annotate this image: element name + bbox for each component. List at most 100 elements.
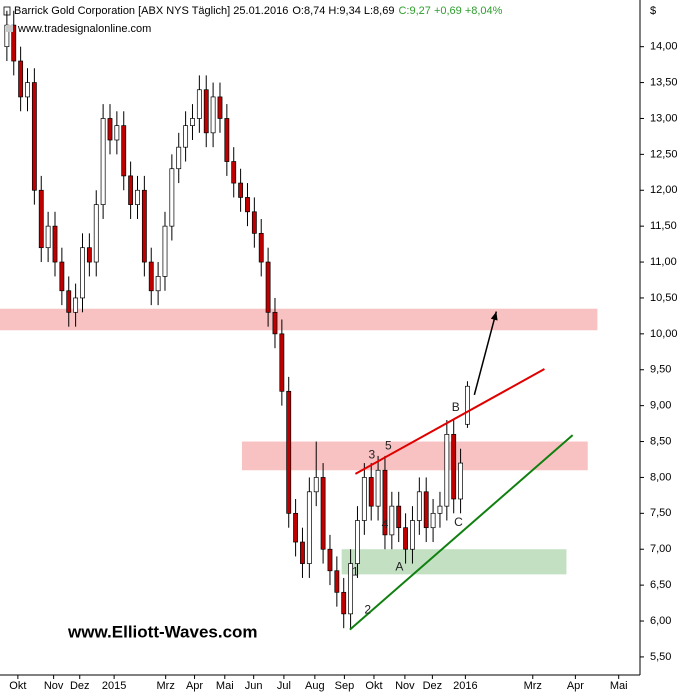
y-tick-label: 5,50 xyxy=(650,651,671,663)
candle-body xyxy=(11,24,17,62)
candle-body xyxy=(382,469,388,536)
watermark: www.Elliott-Waves.com xyxy=(67,622,258,641)
ohlc-label: O:8,74 H:9,34 L:8,69 xyxy=(292,5,394,17)
candle-body xyxy=(334,570,340,593)
wave-label: A xyxy=(395,559,403,573)
candle-body xyxy=(251,211,257,234)
candle-body xyxy=(190,118,195,126)
y-tick-label: 6,50 xyxy=(650,579,671,591)
candle-body xyxy=(128,175,134,205)
arrow-head xyxy=(490,311,498,321)
y-tick-label: 12,50 xyxy=(650,148,678,160)
candle-body xyxy=(38,189,44,249)
x-tick-label: Jul xyxy=(277,680,291,692)
candle-body xyxy=(258,232,264,263)
wave-label: B xyxy=(452,400,460,414)
change-label: C:9,27 +0,69 +8,04% xyxy=(398,5,502,17)
arrow xyxy=(473,311,498,396)
y-tick-label: 11,50 xyxy=(650,220,677,232)
candle-body xyxy=(107,118,113,141)
candle-body xyxy=(375,469,381,507)
y-tick-label: 11,00 xyxy=(650,256,677,268)
y-tick-label: 6,00 xyxy=(650,615,671,627)
candle-body xyxy=(73,297,79,313)
candle-body xyxy=(444,434,450,507)
zone xyxy=(241,441,588,471)
zones xyxy=(0,308,598,575)
x-tick-label: Mai xyxy=(216,680,234,692)
candle-body xyxy=(114,125,120,141)
candle-body xyxy=(121,125,127,177)
x-tick-label: Nov xyxy=(395,680,415,692)
candle-body xyxy=(52,225,58,263)
candle-body xyxy=(355,520,360,564)
candle-body xyxy=(306,491,312,564)
candle-body xyxy=(176,146,182,170)
candle-body xyxy=(451,434,457,500)
currency: $ xyxy=(650,5,656,17)
candle-body xyxy=(141,189,147,263)
y-tick-label: 13,00 xyxy=(650,112,678,124)
candle-body xyxy=(327,548,333,572)
x-tick-label: Nov xyxy=(44,680,64,692)
candle-body xyxy=(238,182,244,198)
overlays: 1 2 3 4 5 A B C xyxy=(349,311,574,631)
y-tick-label: 10,50 xyxy=(650,292,678,304)
candle-body xyxy=(93,204,99,263)
candle-body xyxy=(169,168,175,227)
candle-body xyxy=(66,290,72,313)
candle-body xyxy=(31,82,37,191)
x-tick-label: 2016 xyxy=(453,680,477,692)
candle-body xyxy=(155,276,161,292)
x-tick-label: Mrz xyxy=(157,680,175,692)
x-tick-label: Apr xyxy=(186,680,203,692)
y-tick-label: 7,50 xyxy=(650,507,671,519)
candle-body xyxy=(458,462,463,500)
wave-label: 3 xyxy=(369,447,376,461)
candle-body xyxy=(279,333,285,392)
candle-body xyxy=(80,247,85,299)
trend-line xyxy=(354,368,545,475)
y-tick-label: 9,00 xyxy=(650,400,671,412)
candle-body xyxy=(320,477,326,550)
wave-label: 2 xyxy=(364,602,371,616)
candle-body xyxy=(361,477,367,521)
grid xyxy=(17,46,644,679)
candle-body xyxy=(272,311,278,335)
candle-body xyxy=(348,563,354,615)
candle-body xyxy=(148,261,154,292)
y-tick-label: 12,00 xyxy=(650,184,678,196)
x-tick-label: Mrz xyxy=(524,680,542,692)
x-tick-label: Okt xyxy=(365,680,382,692)
x-tick-label: Okt xyxy=(9,680,26,692)
candle-body xyxy=(135,189,140,205)
y-tick-label: 14,00 xyxy=(650,41,678,53)
candle-body xyxy=(183,125,189,148)
chart-title: Barrick Gold Corporation [ABX NYS Täglic… xyxy=(14,5,288,17)
candle-body xyxy=(286,390,292,514)
y-tick-label: 9,50 xyxy=(650,364,671,376)
header-icon xyxy=(3,6,11,16)
wave-label: 5 xyxy=(385,439,392,453)
candle-body xyxy=(416,491,422,521)
candle-body xyxy=(437,505,443,514)
candle-body xyxy=(423,491,429,529)
candle-body xyxy=(231,161,237,184)
candle-body xyxy=(100,118,106,205)
candle-body xyxy=(59,261,65,292)
candle-body xyxy=(224,118,230,162)
y-tick-label: 8,00 xyxy=(650,471,671,483)
candle-body xyxy=(465,385,470,425)
candle-body xyxy=(196,89,202,119)
x-tick-label: Dez xyxy=(423,680,443,692)
x-tick-label: Apr xyxy=(567,680,584,692)
x-tick-label: Dez xyxy=(70,680,90,692)
candle-body xyxy=(341,591,347,615)
zone xyxy=(341,549,567,575)
candle-body xyxy=(300,541,305,564)
x-tick-label: 2015 xyxy=(102,680,126,692)
x-tick-label: Sep xyxy=(335,680,355,692)
candle-body xyxy=(265,261,271,313)
candle-body xyxy=(18,60,24,98)
